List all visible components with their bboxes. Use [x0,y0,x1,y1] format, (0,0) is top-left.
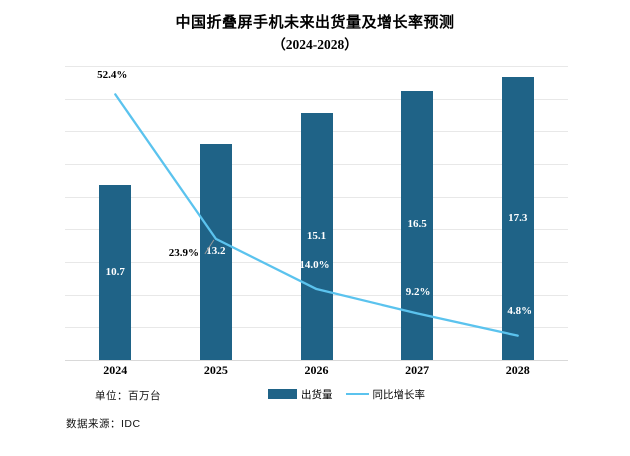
chart-title: 中国折叠屏手机未来出货量及增长率预测 （2024-2028） [0,13,630,54]
label-leader-line [204,239,215,255]
legend: 出货量 同比增长率 [268,386,425,402]
gridline [65,98,568,100]
x-tick-label-2026: 2026 [304,363,329,377]
legend-line-label: 同比增长率 [372,388,426,401]
growth-rate-label: 14.0% [299,259,330,272]
chart-title-line1: 中国折叠屏手机未来出货量及增长率预测 [175,15,455,31]
bar-value-label: 15.1 [306,229,327,242]
plot-area: 10.7 13.2 15.1 16.5 17.3 52.4% 23.9% 14.0% 9.2% 4… [65,66,568,361]
x-tick-label-2027: 2027 [405,363,430,377]
x-tick-label-2024: 2024 [103,363,128,377]
data-source-note: 数据来源：IDC [66,418,141,430]
growth-rate-label: 4.8% [507,304,533,317]
bar-2028 [501,77,534,360]
legend-bar-label: 出货量 [301,388,333,401]
line-series-swatch [345,392,369,396]
growth-rate-label: 23.9% [168,246,200,259]
bar-value-label: 17.3 [508,211,528,224]
bar-value-label: 10.7 [105,265,125,278]
growth-rate-label: 52.4% [97,69,128,82]
growth-rate-line-layer [114,93,519,337]
growth-rate-label: 9.2% [405,286,431,299]
unit-note: 单位：百万台 [95,390,161,402]
bar-series-swatch [268,389,297,399]
bar-2024 [99,185,132,360]
x-axis-baseline [65,360,568,361]
growth-rate-line [114,93,519,337]
bar-value-label: 13.2 [206,245,226,258]
chart-title-line2: （2024-2028） [272,36,358,52]
bar-2025 [199,144,232,360]
x-tick-label-2028: 2028 [505,363,530,377]
x-tick-label-2025: 2025 [203,363,228,377]
gridline [65,66,568,67]
bar-value-label: 16.5 [407,218,427,231]
bar-2026 [300,113,333,360]
